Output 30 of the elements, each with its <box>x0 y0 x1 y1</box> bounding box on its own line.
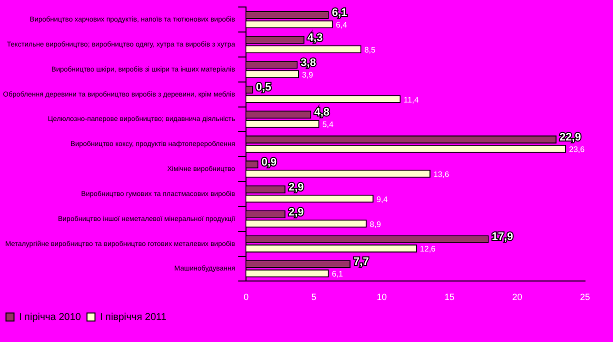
data-label: 2,9 <box>288 181 304 194</box>
data-label: 6,4 <box>336 20 348 30</box>
data-label: 17,9 <box>492 231 514 244</box>
data-label: 3,8 <box>300 56 316 69</box>
data-label: 11,4 <box>404 95 420 104</box>
data-label: 8,9 <box>370 220 382 229</box>
data-label: 23,6 <box>569 145 586 154</box>
data-label: 6,1 <box>332 7 348 20</box>
x-tick-label: 10 <box>376 292 387 302</box>
x-tick-label: 25 <box>580 292 590 302</box>
data-label: 4,3 <box>307 32 323 44</box>
x-tick-label: 15 <box>444 292 454 302</box>
data-label: 4,8 <box>314 106 330 119</box>
data-label: 6,1 <box>332 270 344 279</box>
x-tick-label: 0 <box>244 292 249 302</box>
data-label: 22,9 <box>560 132 581 144</box>
data-label: 2,9 <box>288 206 304 218</box>
legend-label: І пірічча 2010 <box>19 312 82 323</box>
data-label: 3,9 <box>302 70 314 80</box>
legend-label: І півріччя 2011 <box>100 312 167 323</box>
data-label: 12,6 <box>420 244 436 254</box>
data-label: 0,9 <box>261 156 277 168</box>
data-label: 0,5 <box>256 82 272 94</box>
data-label: 9,4 <box>376 194 388 204</box>
x-tick-label: 5 <box>311 292 316 302</box>
data-label: 8,5 <box>364 45 376 54</box>
data-label: 5,4 <box>322 120 334 130</box>
data-label: 13,6 <box>433 170 450 179</box>
x-tick-label: 20 <box>512 292 522 302</box>
data-label: 7,7 <box>354 256 369 268</box>
